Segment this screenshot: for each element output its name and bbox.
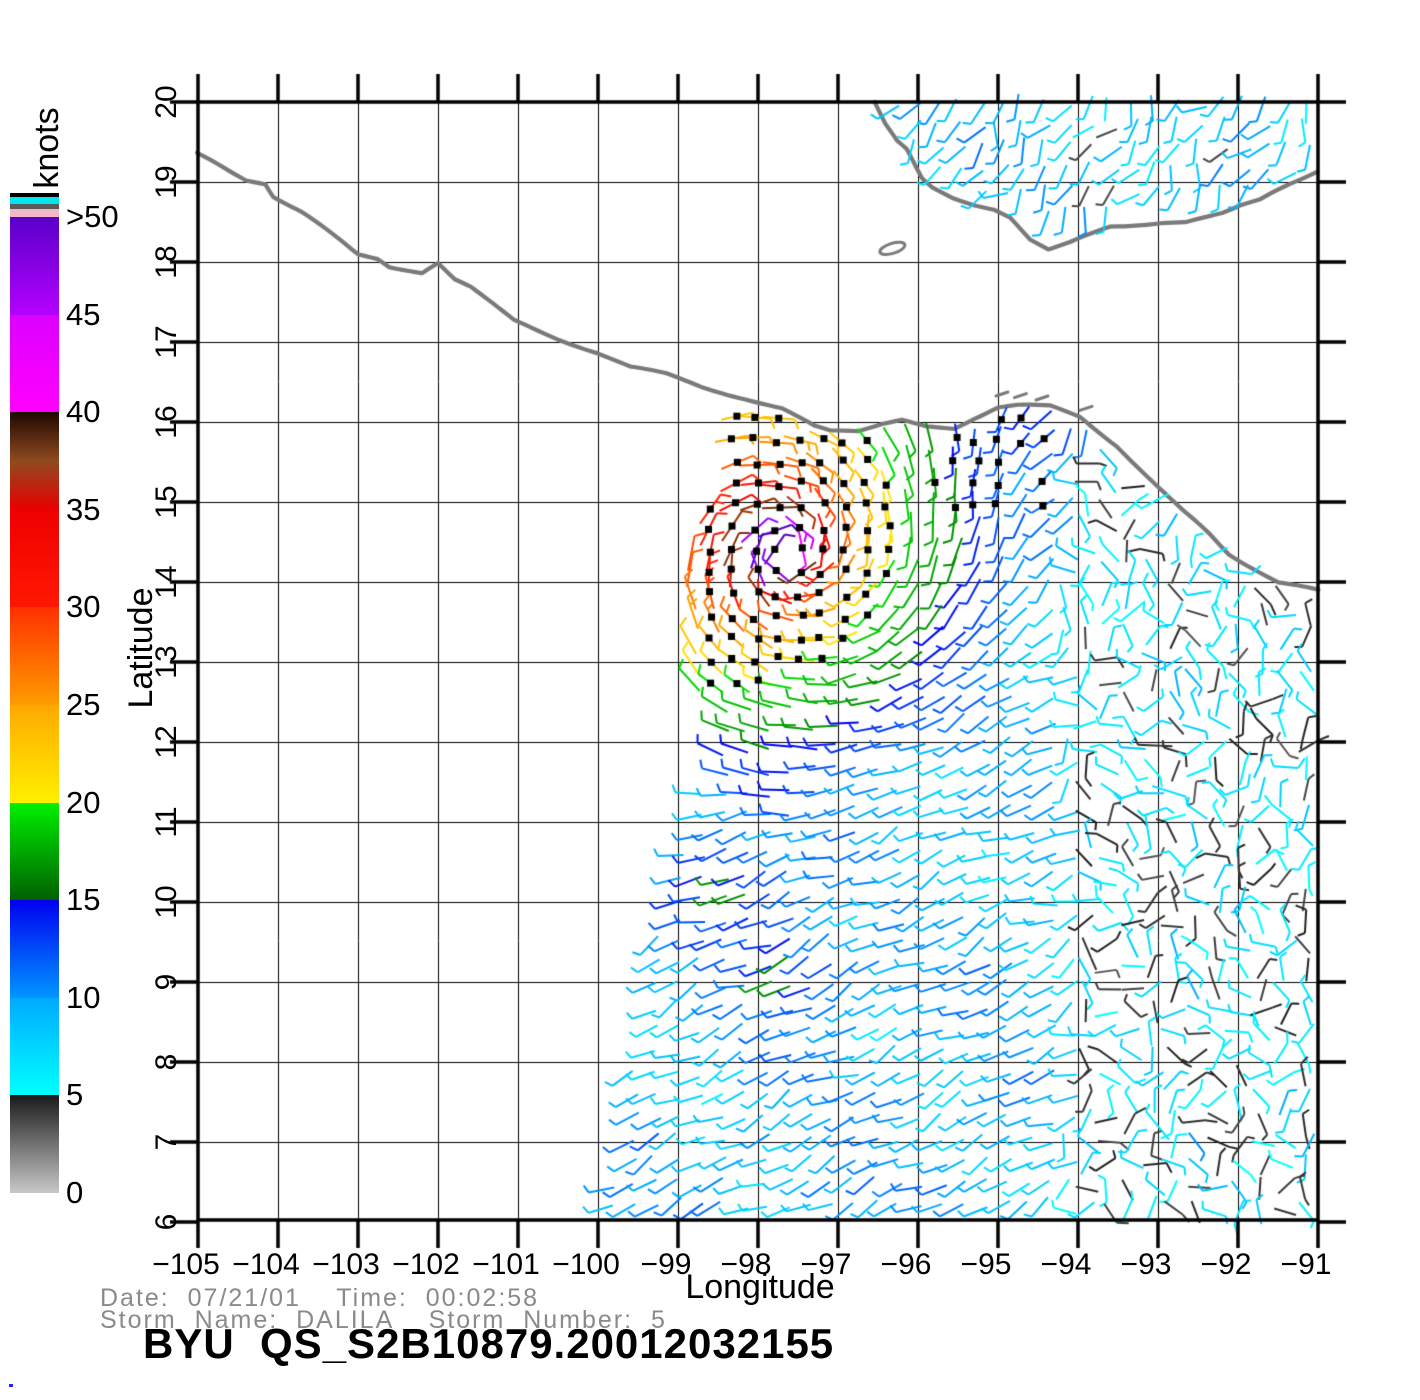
x-tick-label: −91 — [1280, 1248, 1332, 1281]
colorbar-extra-stripe — [10, 193, 59, 197]
colorbar-tick-label: 25 — [66, 687, 101, 722]
y-tick-label: 18 — [150, 245, 183, 279]
x-tick-label: −100 — [552, 1248, 620, 1281]
y-tick-label: 11 — [150, 806, 183, 838]
colorbar-segment — [10, 1095, 59, 1193]
y-axis-title: Latitude — [122, 587, 160, 709]
colorbar-segment — [10, 217, 59, 315]
colorbar-extra-stripe — [10, 204, 59, 209]
x-axis-title: Longitude — [685, 1268, 835, 1306]
colorbar-tick-label: >50 — [66, 199, 119, 234]
colorbar-extra-stripe — [10, 209, 59, 217]
colorbar-segment — [10, 802, 59, 901]
x-tick-label: −96 — [880, 1248, 932, 1281]
y-tick-label: 7 — [150, 1133, 183, 1151]
y-tick-label: 17 — [150, 325, 183, 359]
x-tick-label: −94 — [1040, 1248, 1092, 1281]
colorbar-extra-stripe — [10, 197, 59, 204]
y-tick-label: 10 — [150, 885, 183, 919]
colorbar-segment — [10, 509, 59, 608]
colorbar-tick-label: 20 — [66, 784, 101, 820]
date-time-annotation: Date: 07/21/01 Time: 00:02:58 — [100, 1284, 540, 1312]
colorbar-tick-label: 10 — [66, 979, 101, 1015]
x-tick-label: −93 — [1120, 1248, 1172, 1281]
x-tick-label: −92 — [1200, 1248, 1252, 1281]
colorbar-tick-label: 5 — [66, 1077, 84, 1113]
storm-annotation: Storm Name: DALILA Storm Number: 5 — [100, 1306, 667, 1334]
colorbar-tick-label: 40 — [66, 394, 101, 430]
y-tick-label: 19 — [150, 165, 183, 199]
x-tick-label: −95 — [960, 1248, 1012, 1281]
x-tick-label: −101 — [472, 1248, 540, 1281]
y-tick-label: 6 — [150, 1213, 183, 1231]
y-tick-label: 8 — [150, 1053, 183, 1071]
y-tick-label: 20 — [150, 85, 183, 119]
x-tick-label: −98 — [720, 1248, 772, 1281]
colorbar-segment — [10, 997, 59, 1096]
x-tick-label: −104 — [232, 1248, 300, 1281]
colorbar-tick-label: 30 — [66, 589, 101, 625]
colorbar-segment — [10, 607, 59, 705]
colorbar-segment — [10, 314, 59, 413]
colorbar-title: knots — [28, 107, 66, 189]
x-tick-label: −102 — [392, 1248, 460, 1281]
plot-title: BYU QS_S2B10879.20012032155 — [143, 1320, 835, 1367]
y-tick-label: 15 — [150, 485, 183, 519]
colorbar-segment — [10, 705, 59, 803]
y-tick-label: 9 — [150, 973, 183, 991]
x-tick-label: −97 — [800, 1248, 852, 1281]
x-tick-label: −99 — [640, 1248, 692, 1281]
colorbar-tick-label: 45 — [66, 296, 101, 332]
colorbar-tick-label: 15 — [66, 882, 101, 918]
x-tick-label: −105 — [152, 1248, 220, 1281]
artifact-dot — [9, 1384, 13, 1387]
colorbar-tick-label: 0 — [66, 1175, 84, 1210]
colorbar-segment — [10, 412, 59, 510]
colorbar-tick-label: 35 — [66, 491, 101, 527]
colorbar-segment — [10, 900, 59, 998]
y-tick-label: 16 — [150, 405, 183, 439]
x-tick-label: −103 — [312, 1248, 380, 1281]
